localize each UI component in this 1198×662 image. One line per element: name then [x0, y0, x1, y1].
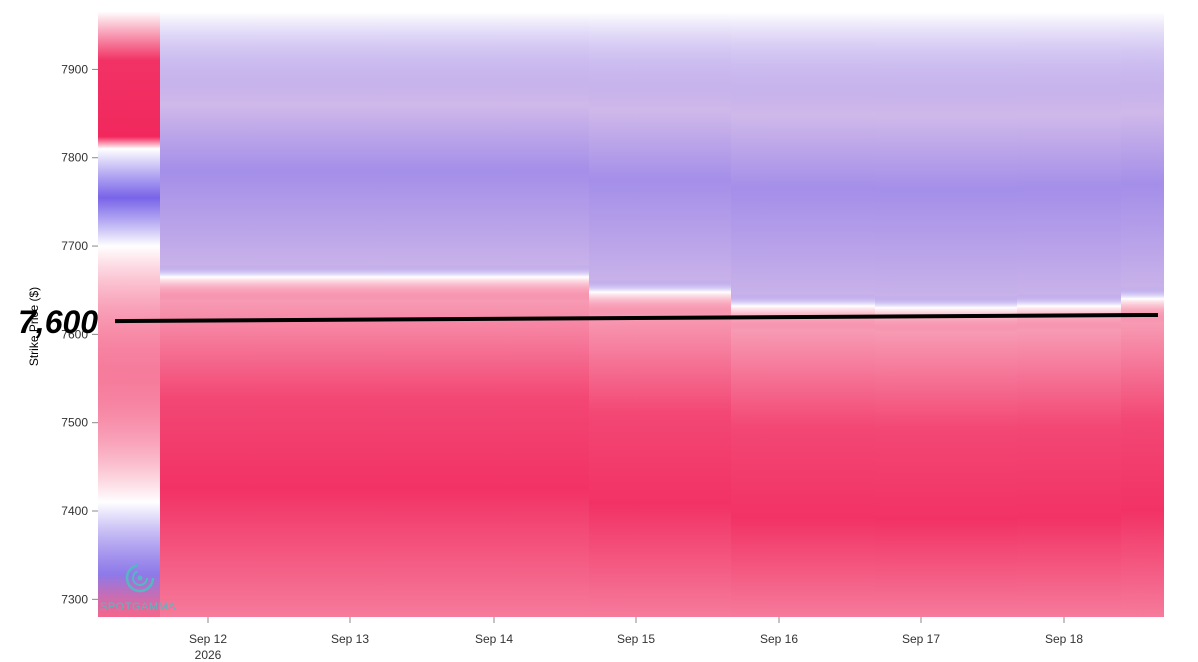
y-tick-label: 7700: [61, 239, 88, 253]
x-tick-label: Sep 12: [189, 632, 227, 646]
spot-price-line: [114, 312, 1159, 324]
y-tick-label: 7400: [61, 504, 88, 518]
y-tick-label: 7600: [61, 327, 88, 341]
x-tick-label: Sep 16: [760, 632, 798, 646]
spot-price-label: 7,600: [18, 304, 98, 340]
x-tick-sublabel: 2026: [195, 648, 222, 662]
y-tick-label: 7300: [61, 592, 88, 606]
x-axis: Sep 12 2026 Sep 13 Sep 14 Sep 15 Sep 16 Sep 17…: [189, 617, 1083, 662]
x-tick-label: Sep 13: [331, 632, 369, 646]
x-tick-label: Sep 17: [902, 632, 940, 646]
y-tick-label: 7800: [61, 151, 88, 165]
y-tick-label: 7500: [61, 416, 88, 430]
spot-price-layer: 7,600: [18, 304, 1159, 340]
heatmap-column: [589, 12, 731, 617]
y-tick-label: 7900: [61, 62, 88, 76]
y-axis: 7300 7400 7500 7600 7700 7800 7900: [61, 62, 98, 606]
x-tick-label: Sep 18: [1045, 632, 1083, 646]
y-axis-title: Strike Price ($): [27, 287, 41, 366]
spotgamma-logo-icon: [125, 563, 155, 593]
x-tick-label: Sep 14: [475, 632, 513, 646]
brand-name: SPOTGAMMA: [100, 601, 176, 613]
x-tick-label: Sep 15: [617, 632, 655, 646]
brand-watermark: SPOTGAMMA: [100, 563, 176, 613]
heatmap-column: [160, 12, 589, 617]
heatmap-column: [731, 12, 875, 617]
heatmap-column: [98, 12, 160, 617]
